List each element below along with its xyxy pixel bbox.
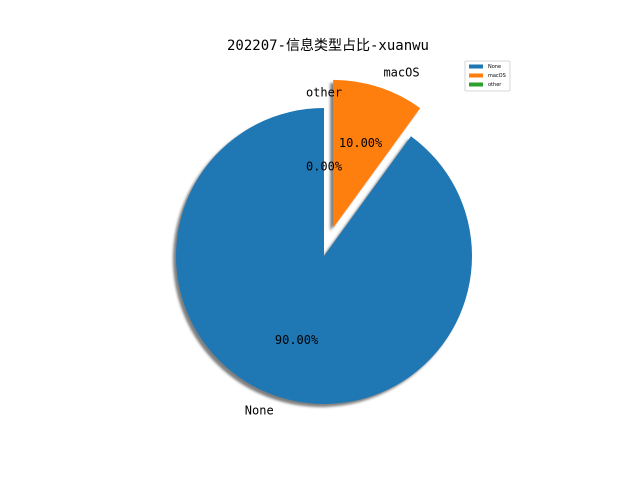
percent-label-none: 90.00% bbox=[275, 333, 319, 347]
legend-label-macos: macOS bbox=[488, 73, 506, 79]
slice-label-none: None bbox=[245, 403, 274, 417]
percent-label-macos: 10.00% bbox=[339, 136, 383, 150]
legend-swatch-macos bbox=[469, 73, 483, 78]
percent-label-other: 0.00% bbox=[306, 160, 343, 174]
pie-labels: None 90.00% macOS 10.00% other 0.00% bbox=[245, 66, 420, 418]
legend-swatch-other bbox=[469, 82, 483, 87]
slice-label-macos: macOS bbox=[383, 66, 419, 80]
chart-title: 202207-信息类型占比-xuanwu bbox=[227, 37, 429, 54]
pie-slices bbox=[175, 79, 472, 405]
pie-slice-macos bbox=[333, 79, 421, 228]
pie-slice-none bbox=[175, 108, 472, 405]
legend-label-none: None bbox=[488, 64, 501, 70]
legend-swatch-none bbox=[469, 64, 483, 69]
slice-label-other: other bbox=[306, 86, 342, 100]
legend-label-other: other bbox=[488, 82, 502, 88]
legend: None macOS other bbox=[464, 60, 511, 92]
